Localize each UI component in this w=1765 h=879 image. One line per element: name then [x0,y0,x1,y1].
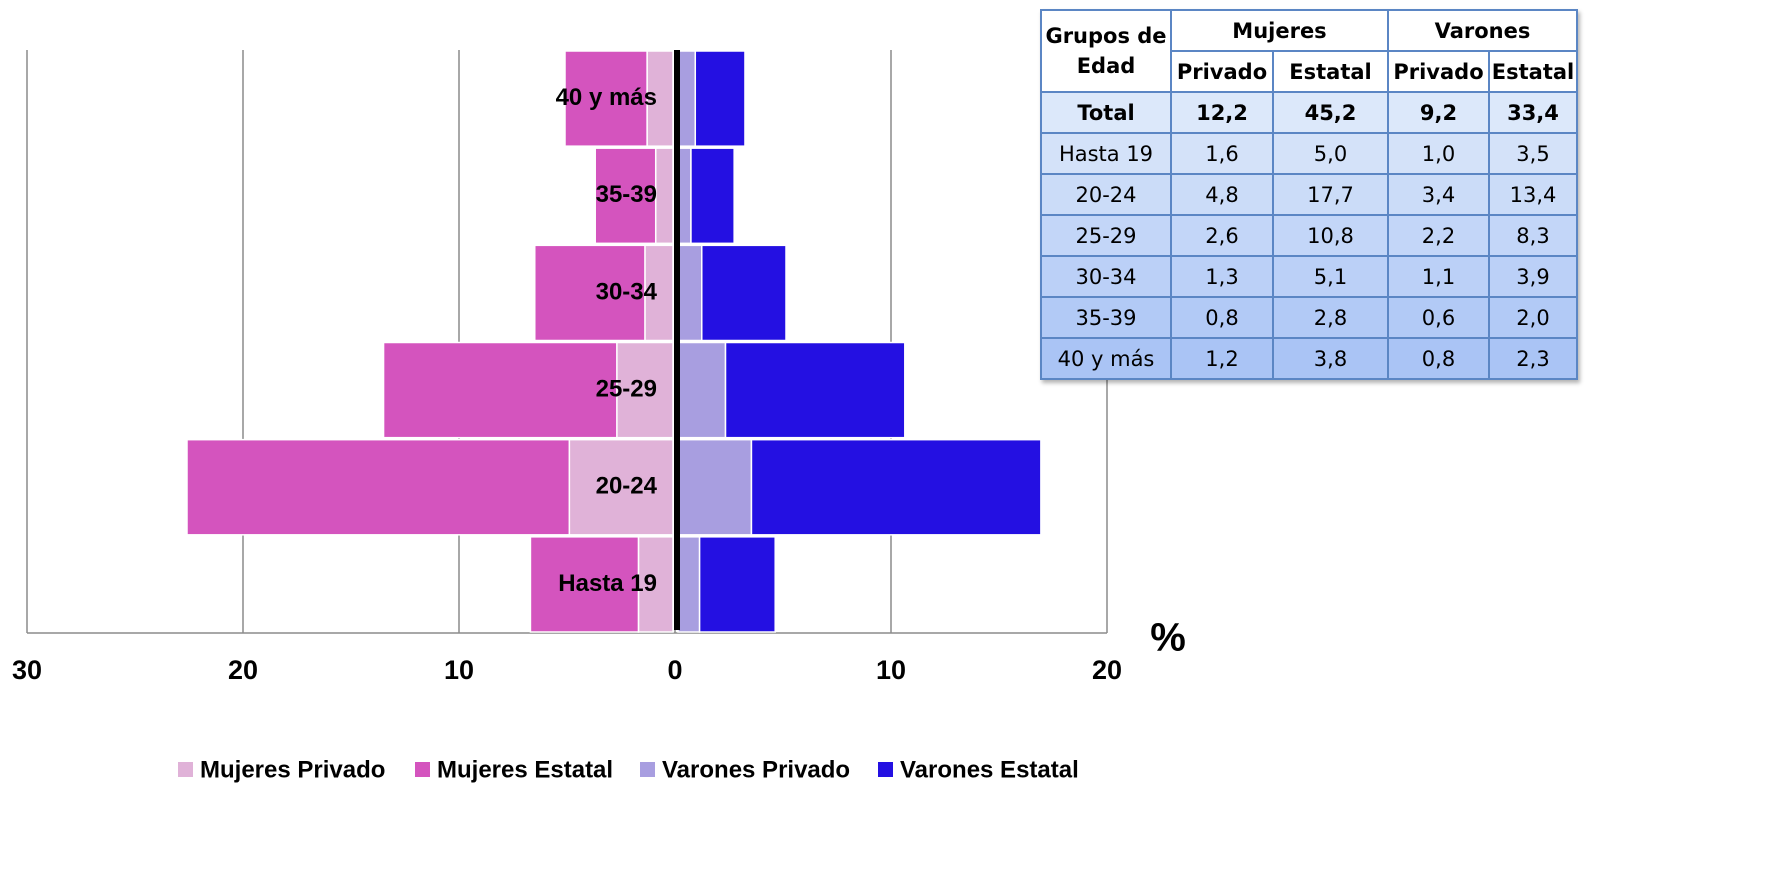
x-tick-label: 0 [667,655,682,685]
table-row: Total 12,2 45,2 9,2 33,4 [1040,91,1578,134]
table-row: 25-29 2,6 10,8 2,2 8,3 [1040,214,1578,257]
table-cell: 8,3 [1488,214,1578,257]
x-tick-label: 20 [228,655,258,685]
table-subheader: Estatal [1488,50,1578,93]
x-tick-label: 20 [1092,655,1122,685]
table-row: 35-39 0,8 2,8 0,6 2,0 [1040,296,1578,339]
table-cell: 0,6 [1387,296,1490,339]
table-row: Hasta 19 1,6 5,0 1,0 3,5 [1040,132,1578,175]
table-cell: 1,3 [1170,255,1274,298]
table-cell: 3,5 [1488,132,1578,175]
bar [677,50,697,147]
legend-swatch [415,762,430,777]
bar [698,536,776,633]
legend-swatch [640,762,655,777]
legend-label: Mujeres Estatal [437,756,613,783]
table-cell: 3,8 [1272,337,1389,380]
table-cell: 5,1 [1272,255,1389,298]
bar [677,341,727,439]
table-cell: 3,4 [1387,173,1490,216]
bar [594,147,657,245]
category-label: 20-24 [596,473,658,500]
legend-swatch [878,762,893,777]
table-cell: 13,4 [1488,173,1578,216]
bar [564,50,648,147]
category-label: 25-29 [596,375,657,402]
table-cell: 30-34 [1040,255,1172,298]
bar [568,438,674,536]
bar [644,244,674,342]
table-cell: 9,2 [1387,91,1490,134]
table-cell: 25-29 [1040,214,1172,257]
table-subheader: Privado [1170,50,1274,93]
bar [646,50,674,147]
table-subheader: Estatal [1272,50,1389,93]
table-cell: 35-39 [1040,296,1172,339]
legend-label: Mujeres Privado [200,756,385,783]
bar [529,536,640,633]
table-cell: 0,8 [1170,296,1274,339]
x-tick-label: 10 [444,655,474,685]
x-tick-label: 30 [12,655,42,685]
bar [616,341,674,439]
table-header: Grupos de Edad [1040,9,1172,93]
legend-swatch [178,762,193,777]
table-cell: 33,4 [1488,91,1578,134]
table-row: 40 y más 1,2 3,8 0,8 2,3 [1040,337,1578,380]
table-cell: 2,0 [1488,296,1578,339]
table-cell: 2,6 [1170,214,1274,257]
table-cell: 2,2 [1387,214,1490,257]
bar [677,244,703,342]
bar [534,244,646,342]
table-row: 30-34 1,3 5,1 1,1 3,9 [1040,255,1578,298]
data-table: Grupos de Edad Mujeres Varones Privado E… [1040,9,1578,380]
table-cell: 12,2 [1170,91,1274,134]
bar [186,438,571,536]
x-tick-label: 10 [876,655,906,685]
bar [750,438,1042,536]
table-cell: 1,2 [1170,337,1274,380]
bar [677,438,753,536]
table-header: Mujeres [1170,9,1389,52]
table-cell: 45,2 [1272,91,1389,134]
category-label: 40 y más [556,84,657,111]
table-cell: 1,0 [1387,132,1490,175]
category-label: 30-34 [596,278,658,305]
bar [724,341,906,439]
bar [694,50,746,147]
bar [690,147,735,245]
table-header: Varones [1387,9,1578,52]
table-cell: 2,3 [1488,337,1578,380]
table-cell: 2,8 [1272,296,1389,339]
table-subheader: Privado [1387,50,1490,93]
table-cell: 3,9 [1488,255,1578,298]
table-cell: 10,8 [1272,214,1389,257]
category-label: 35-39 [596,181,657,208]
bar [677,536,701,633]
legend-label: Varones Privado [662,756,850,783]
table-cell: Hasta 19 [1040,132,1172,175]
table-cell: 0,8 [1387,337,1490,380]
bar [382,341,618,439]
table-cell: 1,6 [1170,132,1274,175]
table-cell: Total [1040,91,1172,134]
table-cell: 17,7 [1272,173,1389,216]
bar [701,244,787,342]
bar [654,147,674,245]
category-label: Hasta 19 [558,570,657,597]
bar [637,536,674,633]
x-axis-label: % [1150,616,1186,660]
table-row: 20-24 4,8 17,7 3,4 13,4 [1040,173,1578,216]
table-cell: 1,1 [1387,255,1490,298]
legend-label: Varones Estatal [900,756,1079,783]
table-cell: 20-24 [1040,173,1172,216]
table-cell: 4,8 [1170,173,1274,216]
table-cell: 40 y más [1040,337,1172,380]
table-cell: 5,0 [1272,132,1389,175]
